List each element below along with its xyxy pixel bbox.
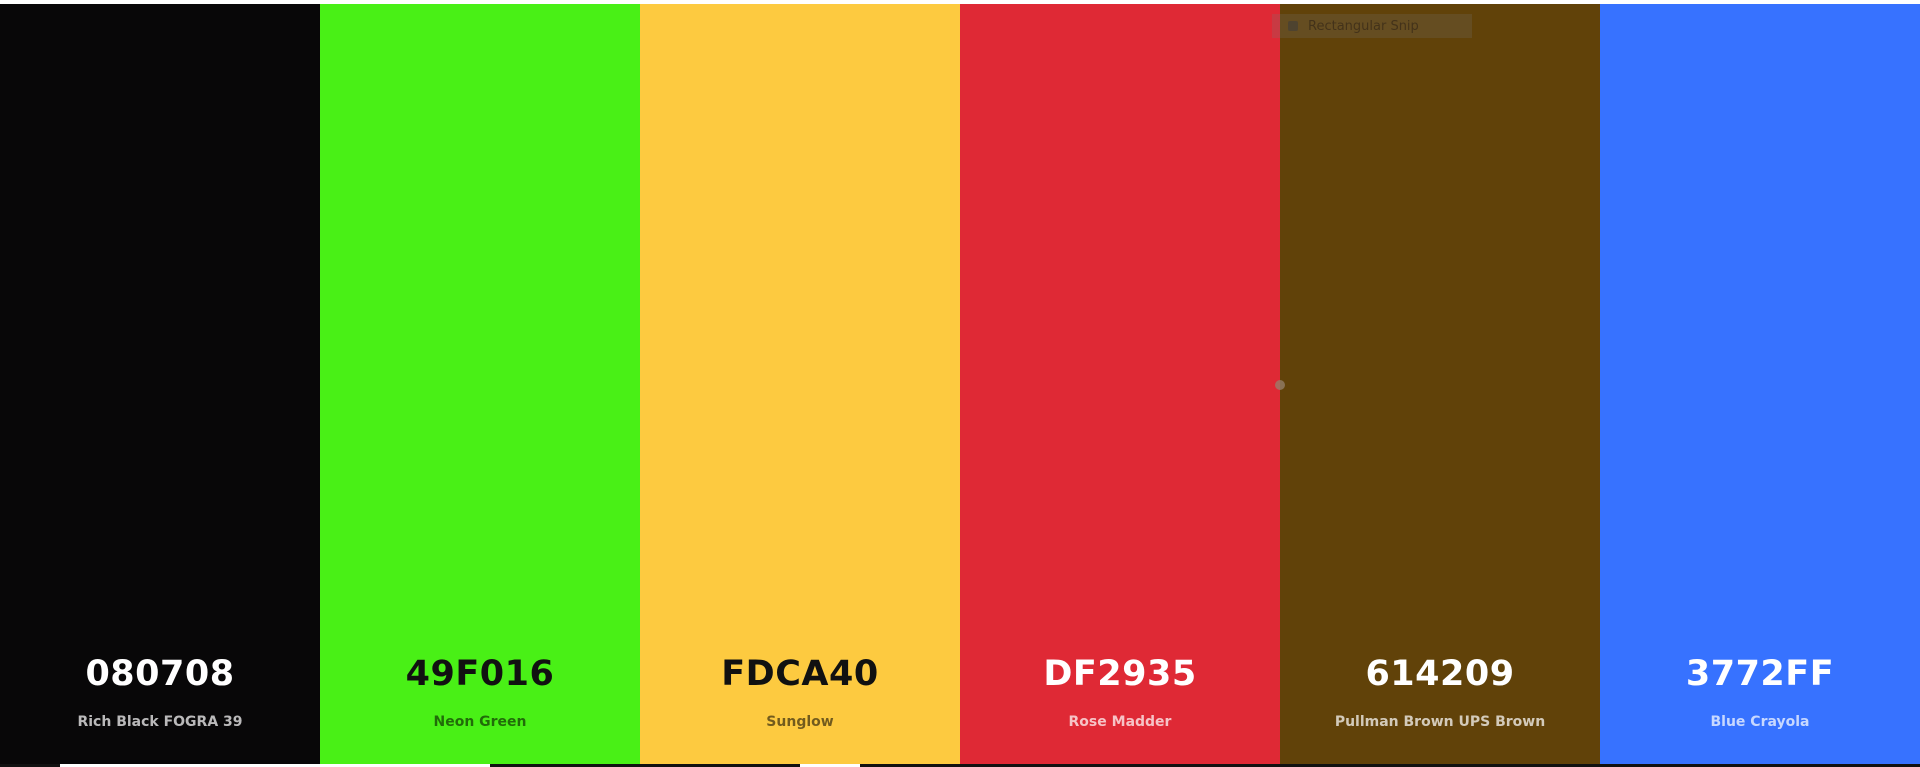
color-swatch-neon-green[interactable]: 49F016 Neon Green [320, 4, 640, 764]
color-name: Pullman Brown UPS Brown [1334, 714, 1546, 730]
color-name: Blue Crayola [1710, 714, 1810, 730]
color-name: Rose Madder [1068, 714, 1172, 730]
color-hex-code[interactable]: FDCA40 [721, 654, 879, 694]
bottom-edge-strip [0, 764, 1920, 767]
color-swatch-rose-madder[interactable]: DF2935 Rose Madder [960, 4, 1280, 764]
snip-mode-label[interactable]: Rectangular Snip [1308, 18, 1419, 34]
color-swatch-rich-black[interactable]: 080708 Rich Black FOGRA 39 [0, 4, 320, 764]
bottom-edge-segment [60, 764, 490, 767]
color-hex-code[interactable]: 080708 [85, 654, 235, 694]
color-palette: 080708 Rich Black FOGRA 39 49F016 Neon G… [0, 4, 1920, 764]
bottom-edge-segment [800, 764, 860, 767]
snip-mode-toolbar[interactable]: Rectangular Snip [1272, 14, 1472, 38]
snip-rectangle-icon[interactable] [1288, 21, 1298, 31]
color-name: Sunglow [766, 714, 834, 730]
color-hex-code[interactable]: 49F016 [405, 654, 555, 694]
color-swatch-sunglow[interactable]: FDCA40 Sunglow [640, 4, 960, 764]
drag-handle-icon[interactable] [1275, 380, 1285, 390]
color-hex-code[interactable]: 3772FF [1685, 654, 1835, 694]
color-swatch-blue-crayola[interactable]: 3772FF Blue Crayola [1600, 4, 1920, 764]
color-name: Neon Green [433, 714, 527, 730]
color-hex-code[interactable]: 614209 [1365, 654, 1515, 694]
color-hex-code[interactable]: DF2935 [1043, 654, 1197, 694]
color-swatch-pullman-brown[interactable]: 614209 Pullman Brown UPS Brown [1280, 4, 1600, 764]
color-name: Rich Black FOGRA 39 [77, 714, 243, 730]
